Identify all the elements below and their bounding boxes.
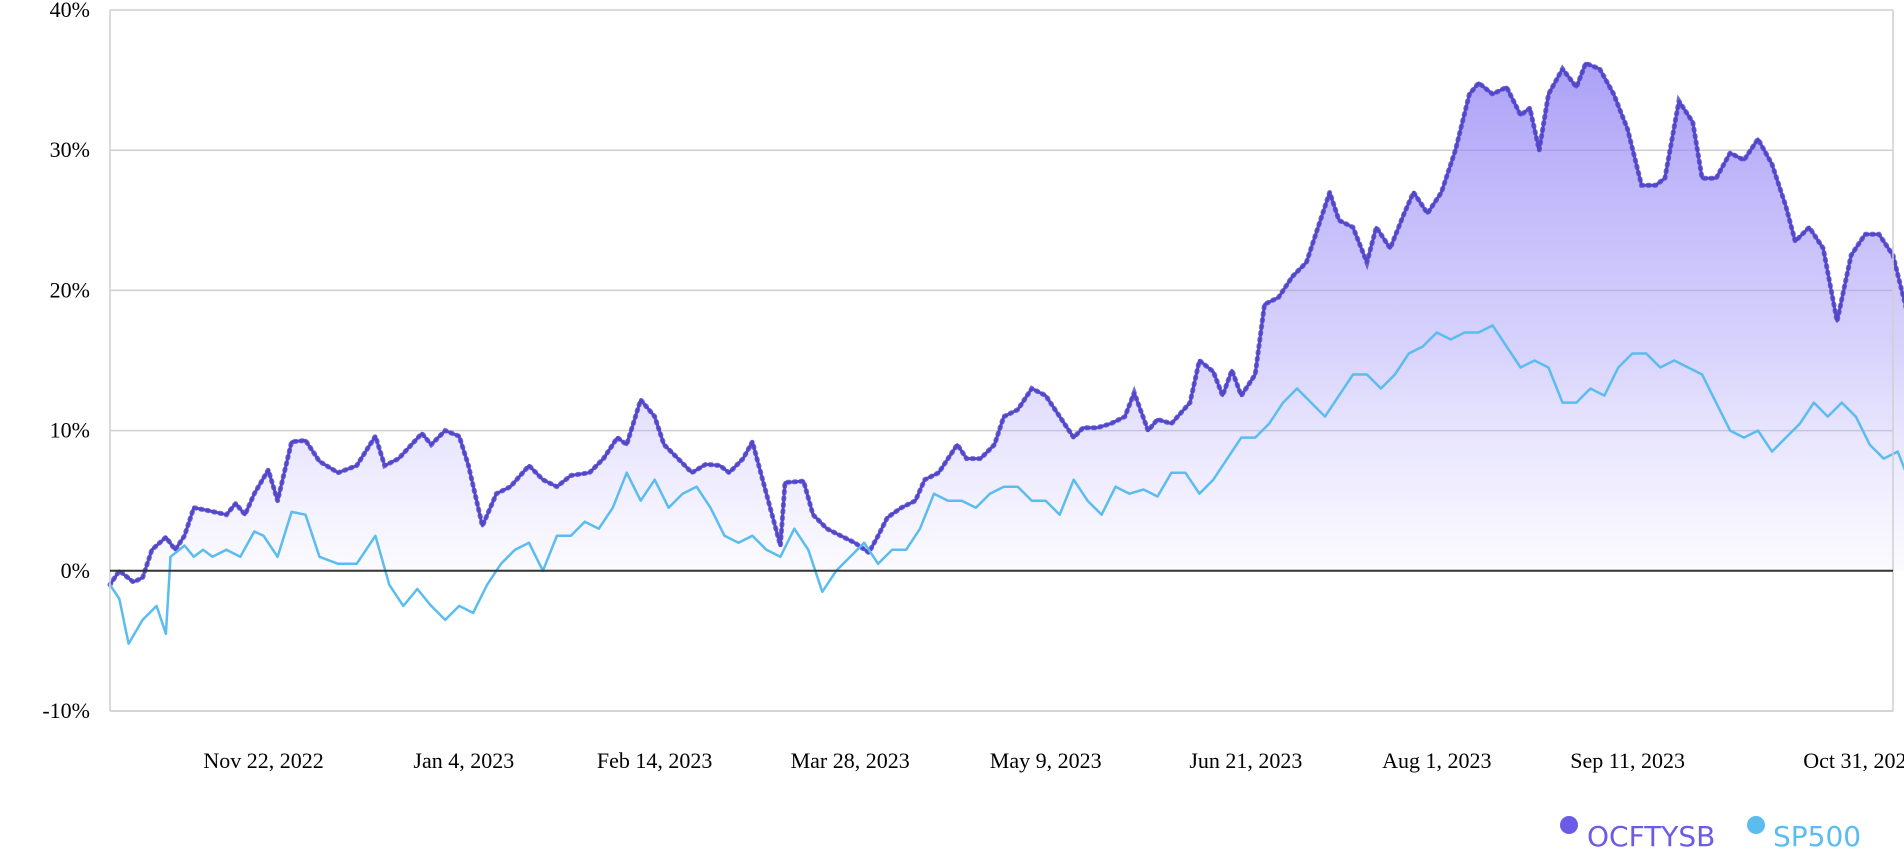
x-tick-label: Jan 4, 2023 [413,748,514,773]
area-fill [110,63,1904,585]
y-tick-label: 30% [50,137,90,162]
x-tick-label: Feb 14, 2023 [597,748,713,773]
y-tick-label: 20% [50,277,90,302]
legend: OCFTYSB SP500 [1560,816,1861,853]
axes: 40% 30% 20% 10% 0% -10% Nov 22, 2022 Jan 4, 202… [42,0,1904,773]
x-tick-label: Aug 1, 2023 [1382,748,1491,773]
series-line-sp500 [108,324,1904,645]
x-tick-label: Mar 28, 2023 [791,748,910,773]
y-tick-label: 0% [61,558,90,583]
legend-dot-ocftysb [1560,816,1578,834]
y-tick-label: 10% [50,418,90,443]
x-tick-label: May 9, 2023 [990,748,1102,773]
x-tick-label: Sep 11, 2023 [1570,748,1685,773]
legend-label-sp500: SP500 [1773,820,1861,853]
series-markers-ocftysb [107,60,1904,588]
x-tick-label: Oct 31, 2023 [1803,748,1904,773]
legend-dot-sp500 [1747,816,1765,834]
y-tick-label: -10% [42,698,90,723]
series-area-ocftysb [110,63,1904,585]
x-tick-label: Jun 21, 2023 [1189,748,1302,773]
legend-entry-sp500[interactable]: SP500 [1747,816,1861,853]
x-tick-label: Nov 22, 2022 [203,748,323,773]
legend-label-ocftysb: OCFTYSB [1587,820,1715,853]
legend-entry-ocftysb[interactable]: OCFTYSB [1560,816,1715,853]
y-tick-label: 40% [50,0,90,22]
series-lines [107,60,1904,645]
